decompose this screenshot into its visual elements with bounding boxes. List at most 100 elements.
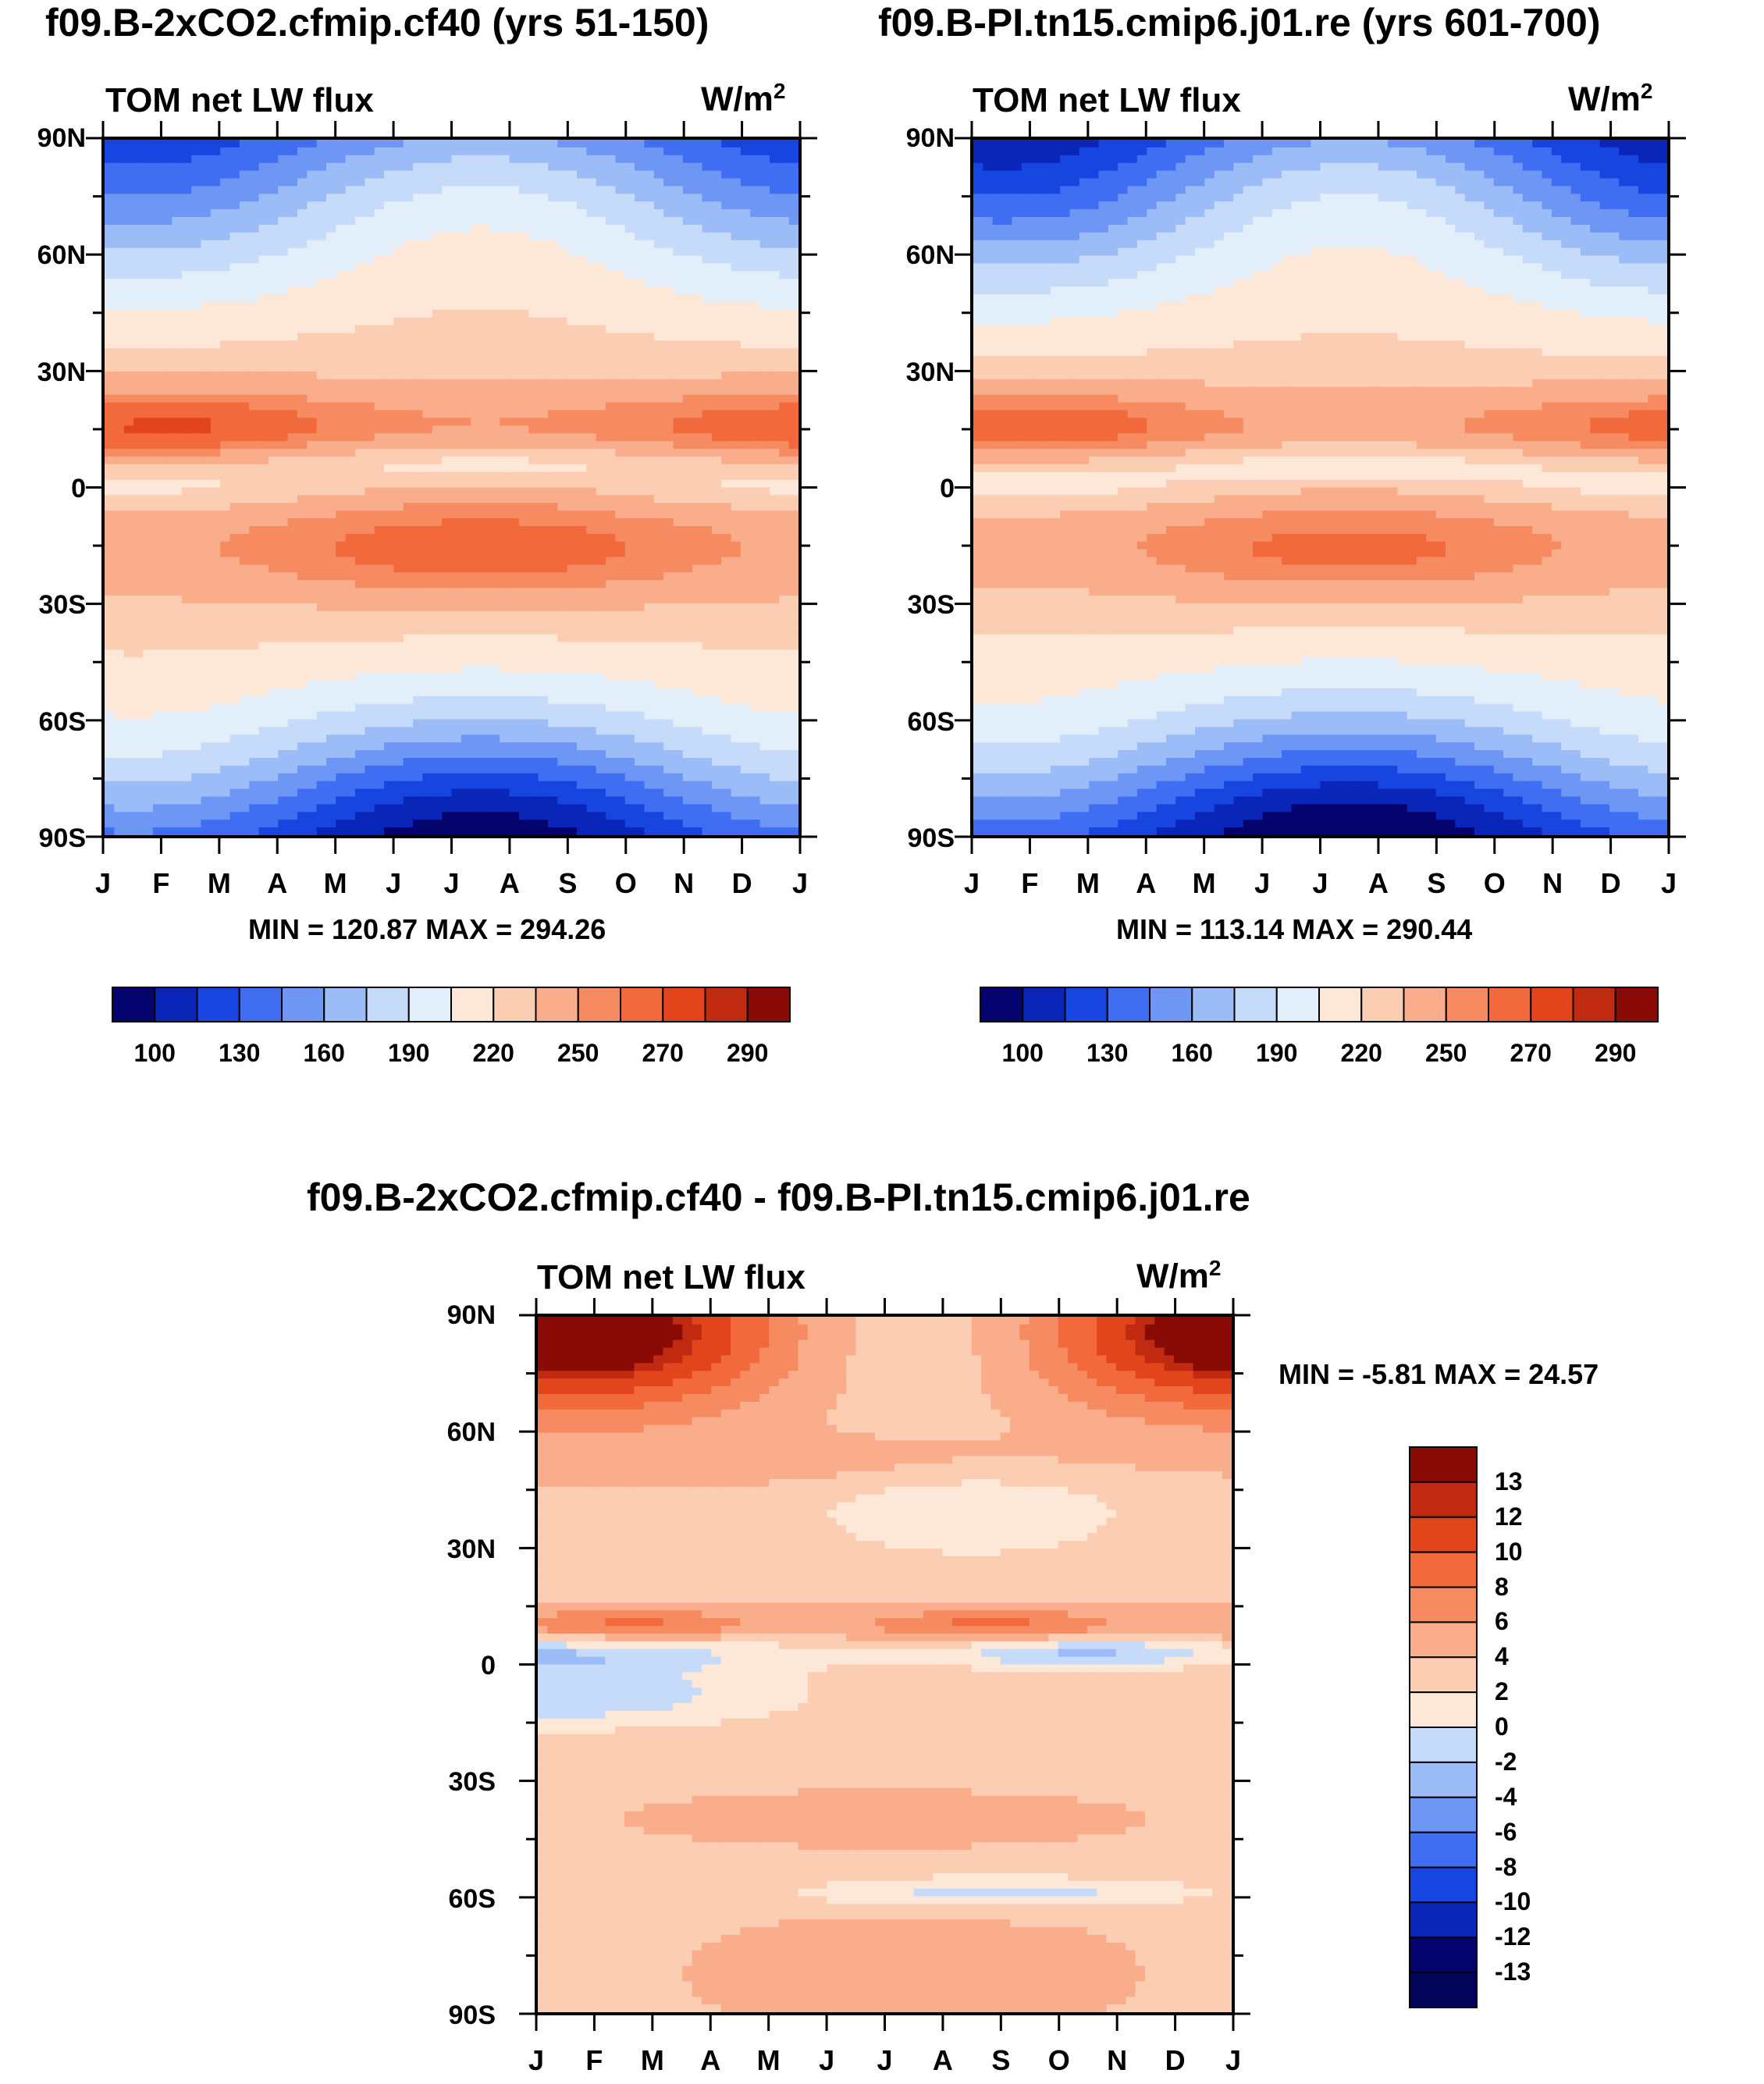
panel1-cell — [509, 286, 520, 295]
panel1-cell — [287, 626, 298, 635]
panel1-cell — [114, 441, 125, 450]
panel1-cell — [325, 433, 336, 442]
panel1-cell — [345, 549, 356, 558]
panel1-cell — [731, 263, 742, 272]
panel1-cell — [181, 572, 192, 581]
panel1-cell — [374, 348, 385, 357]
panel1-cell — [413, 418, 424, 426]
panel1-cell — [509, 487, 520, 496]
panel1-cell — [297, 564, 308, 573]
panel1-cell — [355, 294, 365, 303]
panel1-cell — [287, 518, 298, 527]
panel1-cell — [422, 464, 433, 473]
panel1-cell — [750, 526, 761, 535]
panel1-cell — [682, 564, 693, 573]
panel1-cell — [721, 518, 732, 527]
panel1-cell — [268, 348, 279, 357]
panel1-cell — [365, 247, 375, 257]
panel1-cell — [220, 286, 231, 295]
panel1-cell — [557, 665, 568, 674]
panel1-cell — [325, 649, 336, 658]
panel1-cell — [201, 356, 212, 365]
panel1-cell — [365, 449, 375, 457]
panel1-cell — [152, 487, 163, 496]
panel1-cell — [673, 603, 684, 612]
panel1-cell — [239, 603, 250, 612]
panel1-cell — [143, 642, 154, 650]
panel1-cell — [114, 186, 125, 194]
panel1-cell — [105, 464, 115, 473]
panel1-cell — [162, 471, 173, 481]
panel1-cell — [210, 255, 221, 264]
panel1-cell — [769, 294, 780, 303]
panel1-cell — [268, 425, 279, 434]
panel1-cell — [451, 665, 462, 674]
panel1-cell — [673, 441, 684, 450]
panel1-cell — [750, 294, 761, 303]
panel1-cell — [307, 325, 318, 334]
panel1-cell — [133, 495, 144, 503]
panel1-cell — [586, 162, 597, 172]
panel1-cell — [307, 418, 318, 426]
panel1-cell — [586, 449, 597, 457]
panel1-cell — [509, 510, 520, 519]
panel1-cell — [471, 618, 482, 628]
panel1-cell — [788, 402, 798, 411]
panel1-cell — [143, 356, 154, 365]
panel1-cell — [673, 186, 684, 194]
panel1-cell — [663, 402, 674, 411]
panel1-cell — [489, 449, 500, 457]
panel1-cell — [606, 402, 617, 411]
panel1-cell — [268, 626, 279, 635]
panel1-cell — [133, 348, 144, 357]
panel1-cell — [635, 209, 645, 218]
panel1-cell — [528, 518, 539, 527]
panel1-cell — [644, 147, 655, 156]
panel1-cell — [586, 386, 597, 396]
panel1-cell — [172, 487, 183, 496]
panel1-cell — [557, 286, 568, 295]
panel1-cell — [133, 240, 144, 249]
panel1-cell — [220, 271, 231, 279]
panel1-cell — [635, 495, 645, 503]
panel1-cell — [557, 317, 568, 326]
panel1-cell — [287, 186, 298, 194]
panel1-cell — [114, 588, 125, 596]
panel1-cell — [489, 325, 500, 334]
panel1-cell — [567, 564, 578, 573]
panel1-cell — [547, 317, 558, 326]
panel1-cell — [249, 626, 260, 635]
panel1-cell — [316, 364, 327, 372]
panel1-cell — [258, 471, 269, 481]
panel1-cell — [635, 201, 645, 210]
panel1-cell — [721, 572, 732, 581]
panel1-cell — [702, 410, 713, 418]
panel1-cell — [451, 379, 462, 388]
panel1-cell — [721, 309, 732, 318]
panel1-cell — [249, 418, 260, 426]
panel1-cell — [172, 665, 183, 674]
panel1-cell — [596, 325, 606, 334]
panel1-cell — [489, 479, 500, 489]
panel1-cell — [355, 279, 365, 287]
panel1-cell — [162, 232, 173, 241]
panel1-cell — [567, 333, 578, 341]
panel1-cell — [181, 634, 192, 643]
panel1-cell — [143, 610, 154, 620]
panel1-cell — [278, 503, 289, 511]
panel1-cell — [702, 147, 713, 156]
panel1-cell — [644, 340, 655, 349]
panel1-cell — [316, 372, 327, 380]
panel1-cell — [220, 665, 231, 674]
panel1-cell — [615, 340, 626, 349]
panel1-cell — [682, 147, 693, 156]
panel1-cell — [663, 495, 674, 503]
panel1-cell — [480, 665, 491, 674]
panel1-cell — [384, 402, 395, 411]
panel1-cell — [422, 186, 433, 194]
panel1-cell — [759, 410, 770, 418]
panel1-cell — [788, 479, 798, 489]
panel1-cell — [759, 642, 770, 650]
panel1-cell — [365, 596, 375, 604]
panel1-cell — [489, 588, 500, 596]
